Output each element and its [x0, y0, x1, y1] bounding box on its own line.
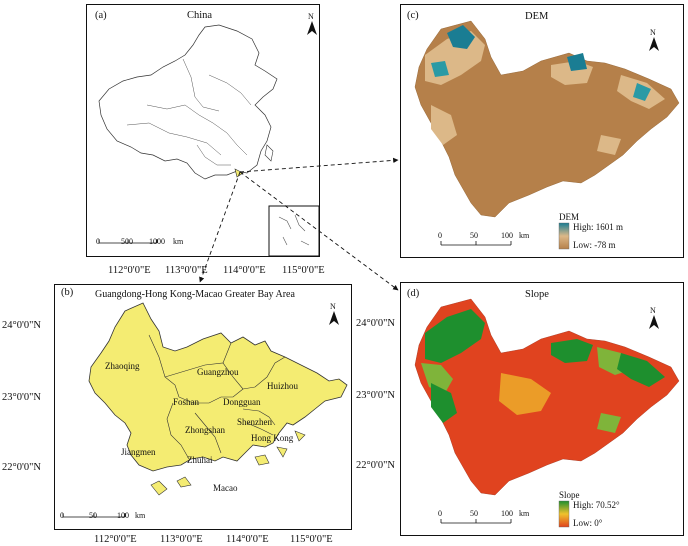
north-arrow-icon: N [303, 11, 321, 37]
gba-region-map [62, 302, 348, 518]
slope-legend-high: High: 70.52° [573, 500, 620, 510]
city-zhongshan: Zhongshan [185, 425, 225, 435]
panel-d-title: Slope [525, 289, 549, 300]
scale-a-unit: km [173, 237, 184, 246]
top-x-tick-2: 114°0'0"E [223, 265, 266, 276]
slope-legend-low: Low: 0° [573, 518, 603, 528]
left-y-tick-1: 23°0'0"N [2, 392, 41, 403]
north-arrow-icon: N [645, 27, 663, 53]
right-y-tick-0: 24°0'0"N [356, 318, 395, 329]
panel-c-title: DEM [525, 11, 549, 22]
north-label: N [308, 12, 314, 21]
scale-a-tick-1: 500 [121, 237, 133, 246]
city-jiangmen: Jiangmen [121, 447, 156, 457]
right-y-tick-2: 22°0'0"N [356, 460, 395, 471]
china-outline [98, 24, 319, 256]
left-y-tick-2: 22°0'0"N [2, 462, 41, 473]
city-guangzhou: Guangzhou [197, 367, 239, 377]
north-arrow-icon: N [645, 305, 663, 331]
dem-raster-map [414, 20, 680, 250]
bottom-x-tick-0: 112°0'0"E [94, 534, 137, 545]
scale-b-tick-0: 0 [60, 511, 64, 520]
bottom-x-tick-2: 114°0'0"E [226, 534, 269, 545]
city-zhuhai: Zhuhai [187, 455, 213, 465]
scale-b-tick-1: 50 [89, 511, 97, 520]
scale-d-unit: km [519, 509, 530, 518]
panel-c-label: (c) [407, 10, 419, 21]
panel-b-title: Guangdong-Hong Kong-Macao Greater Bay Ar… [95, 289, 295, 300]
bottom-x-tick-3: 115°0'0"E [290, 534, 333, 545]
top-x-tick-3: 115°0'0"E [282, 265, 325, 276]
scale-b-tick-2: 100 [117, 511, 129, 520]
top-x-tick-0: 112°0'0"E [108, 265, 151, 276]
slope-raster-map [414, 298, 680, 528]
scale-a-tick-0: 0 [96, 237, 100, 246]
north-label: N [650, 28, 656, 37]
scale-b-unit: km [135, 511, 146, 520]
city-huizhou: Huizhou [267, 381, 298, 391]
scale-a-tick-2: 1000 [149, 237, 165, 246]
scale-c-tick-2: 100 [501, 231, 513, 240]
scale-d-tick-0: 0 [438, 509, 442, 518]
panel-a-label: (a) [95, 10, 107, 21]
city-hongkong: Hong Kong [251, 433, 294, 443]
right-y-tick-1: 23°0'0"N [356, 390, 395, 401]
scale-d-tick-1: 50 [470, 509, 478, 518]
north-arrow-icon: N [325, 301, 343, 327]
left-y-tick-0: 24°0'0"N [2, 320, 41, 331]
scale-c-unit: km [519, 231, 530, 240]
city-macao: Macao [213, 483, 238, 493]
slope-map-panel: (d) Slope Slope High: 70.52° Low: 0° 0 5… [400, 282, 684, 536]
scale-c-tick-1: 50 [470, 231, 478, 240]
gba-map-panel: (b) Guangdong-Hong Kong-Macao Greater Ba… [54, 284, 352, 530]
top-x-tick-1: 113°0'0"E [165, 265, 208, 276]
dem-legend-title: DEM [559, 212, 579, 222]
scale-c-tick-0: 0 [438, 231, 442, 240]
panel-b-label: (b) [61, 287, 74, 298]
china-map-panel: (a) China 0 500 1000 km N [86, 4, 320, 257]
dem-legend-high: High: 1601 m [573, 222, 624, 232]
city-dongguan: Dongguan [223, 397, 261, 407]
north-label: N [330, 302, 336, 311]
bottom-x-tick-1: 113°0'0"E [160, 534, 203, 545]
dem-map-panel: (c) DEM DEM High: 1601 m Low: -78 m 0 50… [400, 4, 684, 258]
north-label: N [650, 306, 656, 315]
city-zhaoqing: Zhaoqing [105, 361, 140, 371]
city-foshan: Foshan [173, 397, 200, 407]
scale-d-tick-2: 100 [501, 509, 513, 518]
panel-a-title: China [187, 10, 213, 21]
panel-d-label: (d) [407, 288, 420, 299]
slope-legend-title: Slope [559, 490, 580, 500]
city-shenzhen: Shenzhen [237, 417, 272, 427]
dem-legend-low: Low: -78 m [573, 240, 616, 250]
